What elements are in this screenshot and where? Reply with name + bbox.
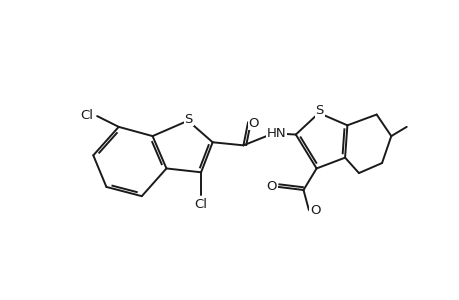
Text: O: O bbox=[266, 180, 277, 194]
Text: Cl: Cl bbox=[80, 109, 93, 122]
Text: O: O bbox=[309, 203, 319, 217]
Text: S: S bbox=[315, 104, 323, 117]
Text: S: S bbox=[184, 113, 192, 126]
Text: O: O bbox=[248, 116, 258, 130]
Text: HN: HN bbox=[266, 127, 286, 140]
Text: Cl: Cl bbox=[194, 198, 207, 211]
